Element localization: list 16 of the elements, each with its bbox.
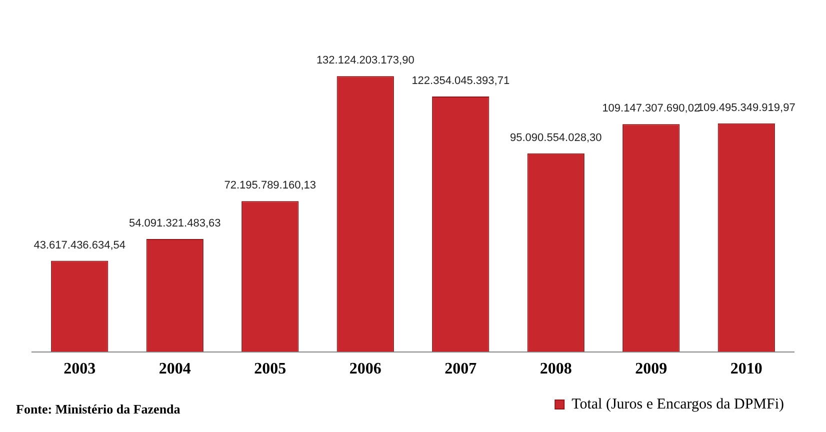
data-label: 54.091.321.483,63 <box>128 217 221 230</box>
data-label: 72.195.789.160,13 <box>224 180 316 192</box>
data-label: 132.124.203.173,90 <box>316 54 414 67</box>
data-label: 43.617.436.634,54 <box>34 239 126 252</box>
x-tick-label: 2004 <box>158 360 191 378</box>
data-label: 95.090.554.028,30 <box>510 132 602 144</box>
x-tick-label: 2007 <box>444 360 477 378</box>
x-tick-label: 2005 <box>254 360 286 378</box>
x-tick-label: 2009 <box>635 360 668 378</box>
x-tick-label: 2006 <box>349 360 382 378</box>
source-note: Fonte: Ministério da Fazenda <box>16 401 181 416</box>
x-tick-label: 2008 <box>540 360 572 378</box>
x-tick-label: 2010 <box>730 360 762 378</box>
legend-label: Total (Juros e Encargos da DPMFi) <box>572 396 784 412</box>
x-tick-label: 2003 <box>64 360 96 378</box>
data-label: 122.354.045.393,71 <box>412 75 510 88</box>
